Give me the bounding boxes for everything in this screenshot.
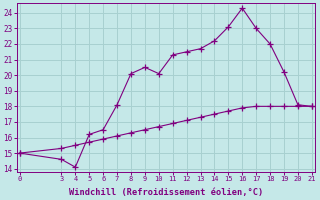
X-axis label: Windchill (Refroidissement éolien,°C): Windchill (Refroidissement éolien,°C) (68, 188, 263, 197)
